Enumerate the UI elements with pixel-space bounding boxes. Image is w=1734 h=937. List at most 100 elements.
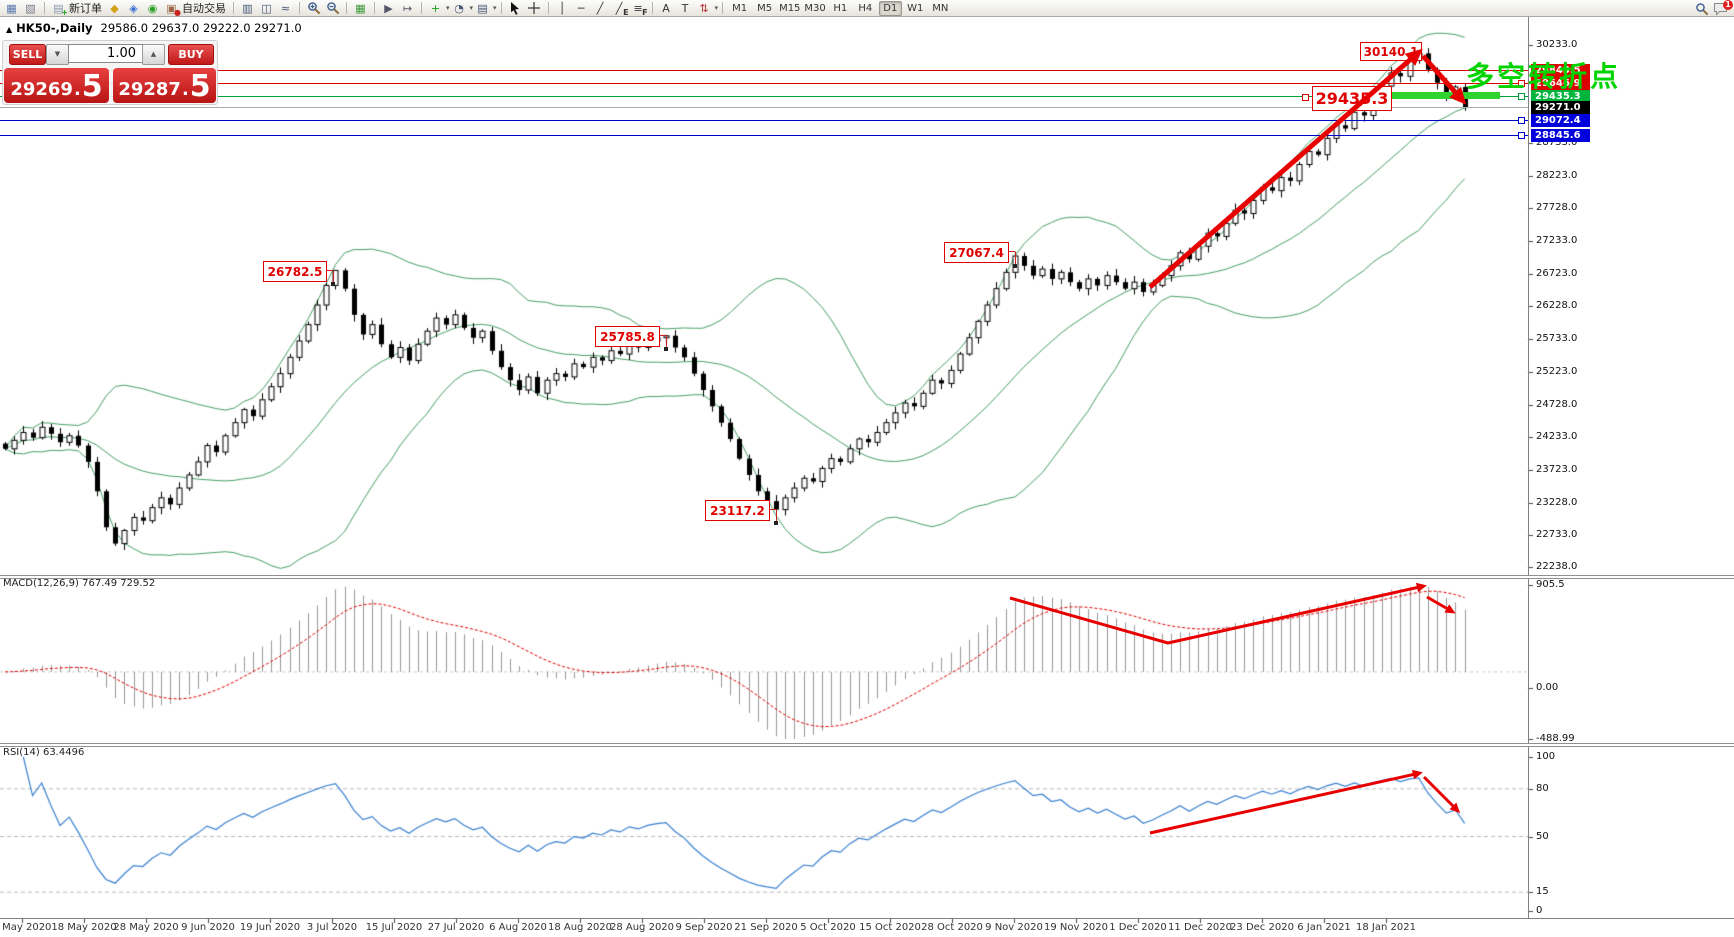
line-chart-icon[interactable]: ≈ — [280, 1, 291, 15]
chart-shift-icon[interactable]: ↦ — [402, 1, 413, 15]
timeframe-w1[interactable]: W1 — [907, 2, 924, 14]
chat-icon[interactable]: 1 — [1711, 0, 1733, 17]
price-label-30140[interactable]: 30140.1 — [1360, 42, 1422, 61]
toolbar-group: + ▾ ◔ ▾ ▤ ▾ — [424, 0, 499, 16]
arrows-dropdown[interactable]: ▾ — [714, 4, 719, 12]
support-line-2[interactable] — [0, 134, 1528, 136]
timeframe-m5[interactable]: M5 — [757, 2, 773, 14]
profiles-icon[interactable]: ▧ — [25, 1, 36, 15]
fibonacci-icon[interactable]: ≡ F — [633, 1, 648, 17]
price-label-26782[interactable]: 26782.5 — [263, 261, 327, 282]
price-label-25785-anchor — [664, 347, 668, 351]
buy-price-frac: 5 — [189, 69, 211, 104]
period-dropdown[interactable]: ▾ — [469, 4, 474, 12]
autotrade-icon[interactable]: ▣ ● — [166, 1, 181, 17]
community-icon[interactable]: ◈ — [129, 1, 138, 15]
timeframe-mn[interactable]: MN — [932, 2, 949, 14]
auto-scroll-icon[interactable]: ▶ — [384, 1, 393, 15]
x-axis-label: 5 Oct 2020 — [800, 922, 856, 933]
price-label-25785[interactable]: 25785.8 — [595, 326, 660, 347]
price-label-25785-connector-h — [658, 335, 666, 336]
pivot-label-handle[interactable] — [1302, 94, 1309, 101]
tile-windows-icon[interactable]: ▦ — [355, 1, 366, 15]
new-order-icon-sub: + — [61, 8, 68, 17]
hline-icon[interactable]: ─ — [577, 1, 585, 15]
buy-button[interactable]: BUY — [168, 44, 214, 65]
price-axis-frame — [1528, 16, 1529, 918]
trade-panel-toggle[interactable]: ▲ — [6, 25, 13, 34]
buy-price-dot: . — [181, 79, 189, 100]
support-line-1[interactable] — [0, 120, 1528, 122]
toolbar-group: │ ─ ╱ ╱ E ≡ F — [551, 0, 650, 17]
macd-indicator-label: MACD(12,26,9) 767.49 729.52 — [3, 578, 156, 589]
volume-input[interactable] — [68, 44, 143, 63]
sell-button[interactable]: SELL — [9, 44, 46, 65]
price-label-23117[interactable]: 23117.2 — [705, 500, 770, 521]
template-dropdown[interactable]: ▾ — [493, 4, 497, 12]
buy-price-display[interactable]: 29287. 5 — [113, 68, 216, 103]
x-axis-label: 18 Jan 2021 — [1356, 922, 1416, 933]
toolbar-separator — [44, 2, 45, 14]
zoom-in-icon[interactable] — [304, 0, 323, 16]
macd-pane-splitter[interactable] — [0, 575, 1734, 579]
timeframe-m1[interactable]: M1 — [732, 2, 748, 14]
indicators-add-icon[interactable]: + — [430, 1, 441, 15]
macd-axis-tick: 0.00 — [1536, 682, 1559, 693]
support-line-1-handle[interactable] — [1518, 117, 1525, 125]
label-icon[interactable]: T — [681, 1, 689, 15]
trendline-icon[interactable]: ╱ — [596, 1, 604, 15]
x-axis-label: 15 Jul 2020 — [365, 922, 423, 933]
indicators-add-dropdown[interactable]: ▾ — [446, 4, 450, 12]
support-line-2-handle[interactable] — [1518, 131, 1525, 139]
cursor-icon[interactable] — [506, 0, 525, 16]
pivot-price-label[interactable]: 29435.3 — [1312, 86, 1392, 111]
symbol-period-label: HK50-,Daily — [16, 21, 93, 35]
timeframe-m15[interactable]: M15 — [779, 2, 801, 14]
x-axis-label: 19 Jun 2020 — [239, 922, 301, 933]
bar-chart-icon[interactable]: ▥ — [242, 1, 253, 15]
zoom-out-icon[interactable] — [323, 0, 342, 16]
one-click-trading-panel: SELL ▼ ▲ BUY 29269.5 29287.5 — [2, 40, 218, 105]
resistance-line-1[interactable] — [0, 69, 1528, 71]
turning-point-note[interactable]: 多空转折点 — [1466, 60, 1622, 93]
x-axis-label: 21 Sep 2020 — [734, 922, 798, 933]
arrows-icon[interactable]: ⇅ — [699, 1, 709, 15]
price-label-27067[interactable]: 27067.4 — [944, 242, 1009, 263]
resistance-line-2[interactable] — [0, 82, 1528, 84]
candle-chart-icon[interactable]: ◫ — [261, 1, 272, 15]
new-order-icon[interactable]: ▤ + — [53, 1, 68, 17]
current-price-line[interactable] — [0, 107, 1528, 109]
toolbar-separator — [299, 2, 300, 14]
new-chart-icon[interactable]: ▦ — [6, 1, 17, 15]
resistance-line-2-handle[interactable] — [1518, 79, 1525, 87]
timeframe-d1[interactable]: D1 — [878, 0, 902, 16]
period-icon[interactable]: ◔ — [454, 1, 464, 15]
text-icon[interactable]: A — [662, 1, 670, 15]
toolbar-separator — [500, 2, 502, 14]
price-tag-29646.9: 29646.9 — [1531, 76, 1590, 90]
volume-decrease-button[interactable]: ▼ — [46, 44, 69, 65]
volume-increase-button[interactable]: ▲ — [142, 44, 165, 65]
timeframe-m30[interactable]: M30 — [804, 2, 826, 14]
template-icon[interactable]: ▤ — [477, 1, 488, 15]
timeframe-h1[interactable]: H1 — [833, 2, 848, 14]
rsi-pane-splitter[interactable] — [0, 743, 1734, 747]
styler-icon[interactable]: ◆ — [110, 1, 119, 15]
timeframe-h4[interactable]: H4 — [858, 2, 873, 14]
search-icon[interactable] — [1692, 1, 1711, 17]
pivot-line-green[interactable] — [0, 96, 1528, 98]
channel-icon[interactable]: ╱ E — [615, 1, 629, 17]
x-axis-label: 28 May 2020 — [113, 922, 179, 933]
rsi-axis-tick: 100 — [1536, 751, 1556, 762]
price-label-27067-connector-v — [1014, 251, 1016, 266]
toolbar-separator — [421, 2, 422, 14]
vline-icon[interactable]: │ — [558, 1, 566, 15]
sell-price-display[interactable]: 29269. 5 — [4, 68, 109, 103]
autotrade-label[interactable]: 自动交易 — [182, 2, 226, 15]
price-label-23117-anchor — [774, 521, 778, 525]
pivot-line-green-handle[interactable] — [1518, 93, 1525, 101]
new-order-label[interactable]: 新订单 — [69, 2, 102, 15]
signal-icon[interactable]: ◉ — [147, 1, 158, 15]
crosshair-icon[interactable] — [525, 0, 544, 16]
